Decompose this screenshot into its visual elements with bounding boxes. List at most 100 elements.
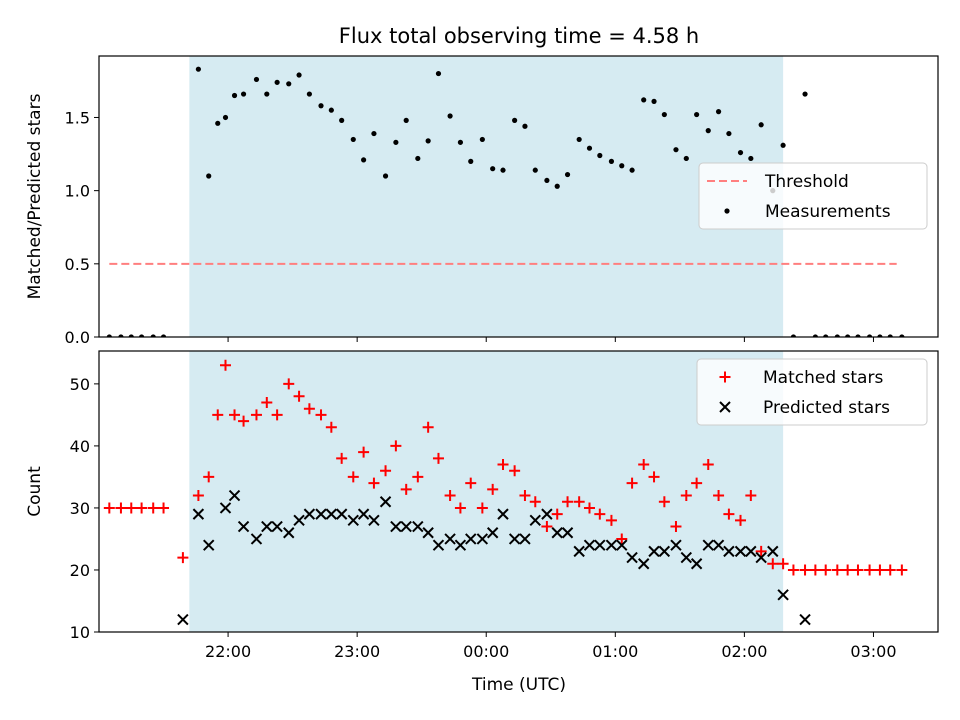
count-series1-point: [670, 539, 682, 551]
count-series1-point: [486, 527, 499, 539]
ratio-series1-point: [608, 158, 615, 164]
ratio-y-tick-label: 0.5: [65, 255, 90, 274]
count-series1-point: [250, 533, 263, 545]
ratio-series1-point: [306, 91, 312, 97]
count-series0-point: [103, 502, 115, 514]
ratio-data: [106, 66, 905, 337]
count-series1-point: [261, 520, 273, 533]
x-axis-label: Time (UTC): [471, 675, 566, 695]
count-series1-point: [454, 539, 467, 551]
ratio-legend-marker: [724, 208, 730, 214]
count-series1-point: [476, 533, 489, 545]
ratio-series1-point: [468, 158, 474, 164]
count-series1-point: [626, 551, 638, 564]
count-series0-point: [702, 459, 714, 471]
count-y-axis-label: Count: [25, 466, 45, 517]
count-series0-point: [303, 403, 315, 415]
ratio-legend-label: Threshold: [764, 172, 849, 192]
x-tick-label: 02:00: [721, 642, 767, 661]
count-y-tick-label: 50: [70, 375, 90, 394]
ratio-series1-point: [160, 334, 167, 337]
count-series0-point: [271, 409, 283, 421]
count-series0-point: [541, 521, 553, 533]
count-series0-point: [874, 564, 886, 576]
ratio-series1-point: [128, 334, 134, 337]
ratio-series1-point: [544, 177, 550, 184]
count-series1-point: [616, 539, 628, 551]
count-series1-point: [712, 539, 725, 551]
count-series0-point: [605, 514, 617, 526]
count-series0-point: [735, 514, 747, 526]
count-series1-point: [702, 539, 714, 551]
count-series0-point: [347, 471, 359, 483]
ratio-legend-label: Measurements: [765, 202, 891, 222]
ratio-series1-point: [339, 117, 345, 123]
count-series0-point: [147, 502, 159, 514]
count-y-tick-label: 10: [70, 623, 90, 642]
count-series0-point: [864, 564, 876, 576]
count-y-tick-label: 20: [70, 561, 90, 580]
ratio-series1-point: [812, 334, 818, 337]
ratio-series1-point: [457, 139, 464, 145]
count-series0-point: [219, 359, 231, 371]
count-series1-point: [203, 539, 215, 551]
count-series1-point: [799, 613, 811, 626]
ratio-series1-point: [361, 157, 367, 163]
count-series0-point: [283, 378, 295, 390]
ratio-series1-point: [106, 334, 112, 337]
count-series1-point: [637, 558, 650, 570]
count-series0-point: [616, 533, 628, 545]
ratio-series1-point: [758, 122, 764, 128]
ratio-series1-point: [328, 107, 334, 113]
count-series1-point: [368, 514, 380, 527]
count-series0-point: [573, 496, 585, 508]
count-series1-point: [594, 539, 606, 551]
ratio-series1-point: [532, 167, 538, 173]
ratio-y-tick-label: 1.0: [65, 182, 90, 201]
count-panel: 10 20 30 40 50 22:00 23:00 00:00 01:00 02:00 03:00…: [25, 350, 939, 661]
ratio-series1-point: [253, 76, 260, 83]
ratio-series1-point: [382, 173, 389, 179]
count-series0-point: [325, 421, 337, 433]
count-series0-point: [691, 477, 703, 489]
count-series0-point: [465, 477, 477, 489]
count-series0-point: [358, 446, 370, 458]
count-series0-point: [444, 490, 456, 502]
count-series1-point: [723, 545, 735, 558]
count-series1-point: [519, 533, 531, 545]
ratio-series1-point: [350, 136, 356, 143]
count-series1-point: [561, 527, 574, 539]
count-series1-point: [293, 514, 305, 527]
ratio-series1-point: [318, 103, 324, 109]
ratio-series1-point: [866, 334, 873, 337]
count-series1-point: [219, 502, 232, 514]
ratio-series1-point: [877, 334, 883, 337]
ratio-series1-point: [705, 128, 711, 134]
ratio-series1-point: [264, 91, 270, 97]
count-series0-point: [583, 502, 595, 514]
count-series1-point: [777, 589, 789, 601]
count-series0-point: [562, 496, 574, 508]
ratio-y-axis-label: Matched/Predicted stars: [25, 93, 45, 299]
count-series1-point: [497, 508, 509, 520]
count-series1-point: [303, 508, 316, 520]
count-series1-point: [605, 539, 618, 551]
count-series0-point: [723, 508, 735, 520]
count-series0-point: [158, 502, 170, 514]
ratio-series1-point: [371, 130, 377, 137]
ratio-series1-point: [415, 155, 421, 162]
ratio-series1-point: [899, 334, 905, 337]
ratio-series1-point: [522, 123, 528, 129]
count-y-tick-label: 30: [70, 499, 90, 518]
count-series1-point: [379, 496, 392, 508]
count-series0-point: [551, 508, 563, 520]
ratio-series1-point: [231, 92, 238, 99]
ratio-series1-point: [479, 136, 485, 143]
ratio-series1-point: [206, 173, 212, 179]
ratio-panel: 0.0 0.5 1.0 1.5 Matched/Predicted stars Thres…: [25, 55, 939, 347]
ratio-legend: Threshold Measurements: [698, 162, 928, 230]
ratio-series1-point: [683, 155, 689, 162]
ratio-shaded-interval: [189, 56, 784, 337]
ratio-series1-point: [554, 183, 560, 189]
count-series0-point: [412, 471, 424, 483]
